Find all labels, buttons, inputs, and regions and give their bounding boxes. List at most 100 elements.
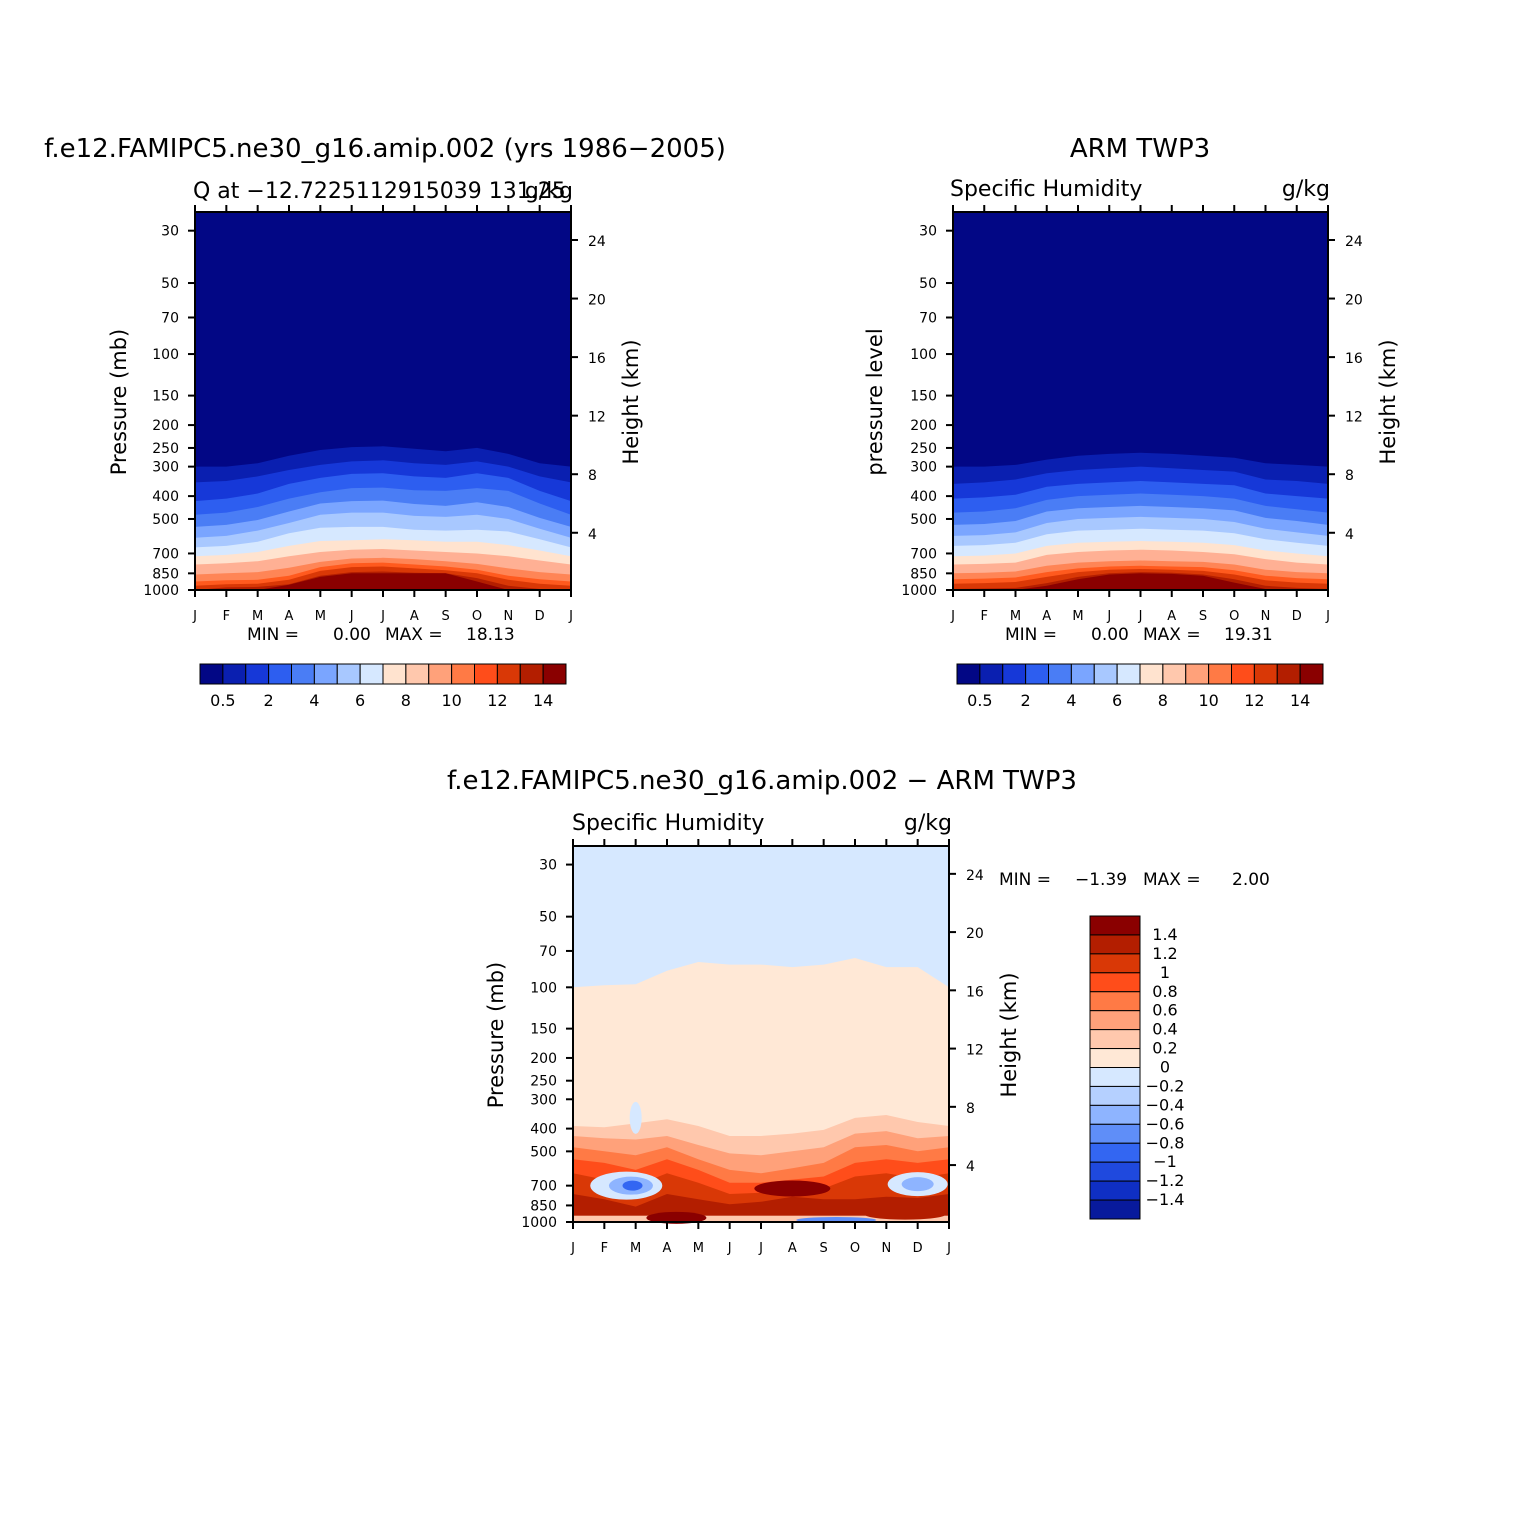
- model-axes: J F M A M J J A S O N D J 30 50 70 100 150 200 250 300 400 500…: [143, 205, 606, 624]
- diff-month-label: F: [601, 1241, 608, 1256]
- model-colorbar-box: [428, 663, 453, 685]
- model-month-label: A: [285, 609, 294, 624]
- diff-month-label: D: [913, 1241, 923, 1256]
- obs-max-value: 19.31: [1224, 625, 1273, 645]
- diff-colorbar-label: 1.2: [1152, 944, 1177, 963]
- model-height-label: 8: [588, 468, 597, 484]
- diff-month-label: M: [630, 1241, 641, 1256]
- model-filled-contours: [195, 212, 571, 590]
- obs-filled-contours: [953, 212, 1328, 590]
- model-pressure-label: 100: [152, 347, 179, 363]
- diff-month-label: A: [788, 1241, 797, 1256]
- diff-colorbar: 1.41.210.80.60.40.20−0.2−0.4−0.6−0.8−1−1…: [1089, 915, 1185, 1220]
- obs-month-label: D: [1292, 609, 1302, 624]
- diff-colorbar-box: [1089, 934, 1141, 955]
- model-month-label: J: [349, 609, 354, 624]
- obs-colorbar-box: [1002, 663, 1027, 685]
- diff-colorbar-label: 0.2: [1152, 1039, 1177, 1058]
- obs-pressure-label: 300: [910, 460, 937, 476]
- obs-pressure-label: 400: [910, 489, 937, 505]
- diff-colorbar-label: −1.4: [1146, 1190, 1185, 1209]
- diff-height-label: 24: [966, 868, 984, 884]
- obs-colorbar-box: [1208, 663, 1232, 685]
- obs-pressure-label: 50: [919, 276, 937, 292]
- model-pressure-label: 200: [152, 418, 179, 434]
- diff-pressure-label: 300: [530, 1092, 557, 1108]
- model-colorbar: 0.5 2 4 6 8 10 12 14: [199, 663, 567, 710]
- obs-contour-band: [953, 573, 1328, 590]
- obs-pressure-label: 100: [910, 347, 937, 363]
- obs-colorbar-box: [1231, 663, 1255, 685]
- diff-height-label: 20: [966, 926, 984, 942]
- diff-month-label: N: [881, 1241, 891, 1256]
- diff-colorbar-label: 1.4: [1152, 925, 1177, 944]
- obs-colorbar-label: 8: [1158, 691, 1168, 710]
- model-right-string: g/kg: [525, 179, 573, 204]
- diff-max-blob-apr: [646, 1211, 707, 1224]
- obs-left-string: Specific Humidity: [950, 177, 1142, 202]
- obs-month-label: N: [1261, 609, 1271, 624]
- model-month-label: J: [568, 609, 573, 624]
- obs-colorbar-box: [1070, 663, 1095, 685]
- obs-colorbar-label: 14: [1290, 691, 1310, 710]
- diff-pressure-label: 250: [530, 1074, 557, 1090]
- obs-colorbar-box: [1185, 663, 1210, 685]
- diff-max-blob-aug: [754, 1180, 831, 1197]
- model-height-label: 4: [588, 527, 597, 543]
- model-pressure-label: 850: [152, 566, 179, 582]
- obs-colorbar-box: [1299, 663, 1324, 685]
- diff-title: f.e12.FAMIPC5.ne30_g16.amip.002 − ARM TW…: [447, 766, 1077, 796]
- diff-pressure-label: 850: [530, 1198, 557, 1214]
- model-colorbar-box: [291, 663, 315, 685]
- diff-ylabel: Pressure (mb): [484, 962, 508, 1109]
- model-month-label: M: [315, 609, 326, 624]
- obs-colorbar-label: 6: [1112, 691, 1122, 710]
- model-colorbar-box: [245, 663, 270, 685]
- obs-axes: J F M A M J J A S O N D J 30 50 70 100 150 200 250 300 400 500…: [901, 205, 1363, 624]
- diff-pressure-label: 50: [539, 910, 557, 926]
- diff-colorbar-label: 0.4: [1152, 1020, 1177, 1039]
- obs-colorbar-box: [1139, 663, 1164, 685]
- model-colorbar-box: [336, 663, 361, 685]
- diff-colorbar-box: [1089, 953, 1141, 974]
- obs-max-label: MAX =: [1143, 625, 1201, 645]
- obs-month-label: F: [981, 609, 988, 624]
- model-ylabel: Pressure (mb): [107, 329, 131, 476]
- diff-colorbar-label: −0.4: [1146, 1095, 1185, 1114]
- diff-height-label: 8: [966, 1101, 975, 1117]
- obs-colorbar-box: [1162, 663, 1187, 685]
- model-min-label: MIN =: [247, 625, 299, 645]
- diff-colorbar-label: 0: [1160, 1058, 1170, 1077]
- model-pressure-label: 500: [152, 512, 179, 528]
- model-colorbar-box: [313, 663, 338, 685]
- obs-colorbar-box: [1276, 663, 1301, 685]
- diff-colorbar-box: [1089, 1199, 1141, 1220]
- diff-month-label: J: [758, 1241, 763, 1256]
- diff-neg-core-mar: [622, 1180, 643, 1191]
- obs-title: ARM TWP3: [1070, 134, 1210, 164]
- model-height-label: 20: [588, 293, 606, 309]
- model-colorbar-box: [199, 663, 224, 685]
- diff-blob-nov: [865, 1209, 946, 1220]
- diff-pressure-label: 500: [530, 1144, 557, 1160]
- model-month-label: O: [472, 609, 482, 624]
- diff-max-value: 2.00: [1232, 870, 1270, 890]
- diff-month-label: J: [570, 1241, 575, 1256]
- obs-ylabel: pressure level: [863, 328, 887, 475]
- diff-colorbar-box: [1089, 1123, 1141, 1144]
- obs-colorbar-box: [1093, 663, 1118, 685]
- diff-pressure-label: 700: [530, 1179, 557, 1195]
- model-colorbar-box: [496, 663, 521, 685]
- obs-colorbar-box: [1253, 663, 1278, 685]
- obs-month-label: A: [1167, 609, 1176, 624]
- model-colorbar-box: [382, 663, 407, 685]
- diff-colorbar-box: [1089, 1142, 1141, 1163]
- obs-colorbar-label: 0.5: [967, 691, 992, 710]
- obs-month-label: O: [1229, 609, 1239, 624]
- obs-month-label: A: [1042, 609, 1051, 624]
- diff-month-label: J: [727, 1241, 732, 1256]
- diff-neg-core-dec: [901, 1177, 934, 1192]
- model-pressure-label: 1000: [143, 583, 179, 599]
- obs-colorbar-box: [1048, 663, 1072, 685]
